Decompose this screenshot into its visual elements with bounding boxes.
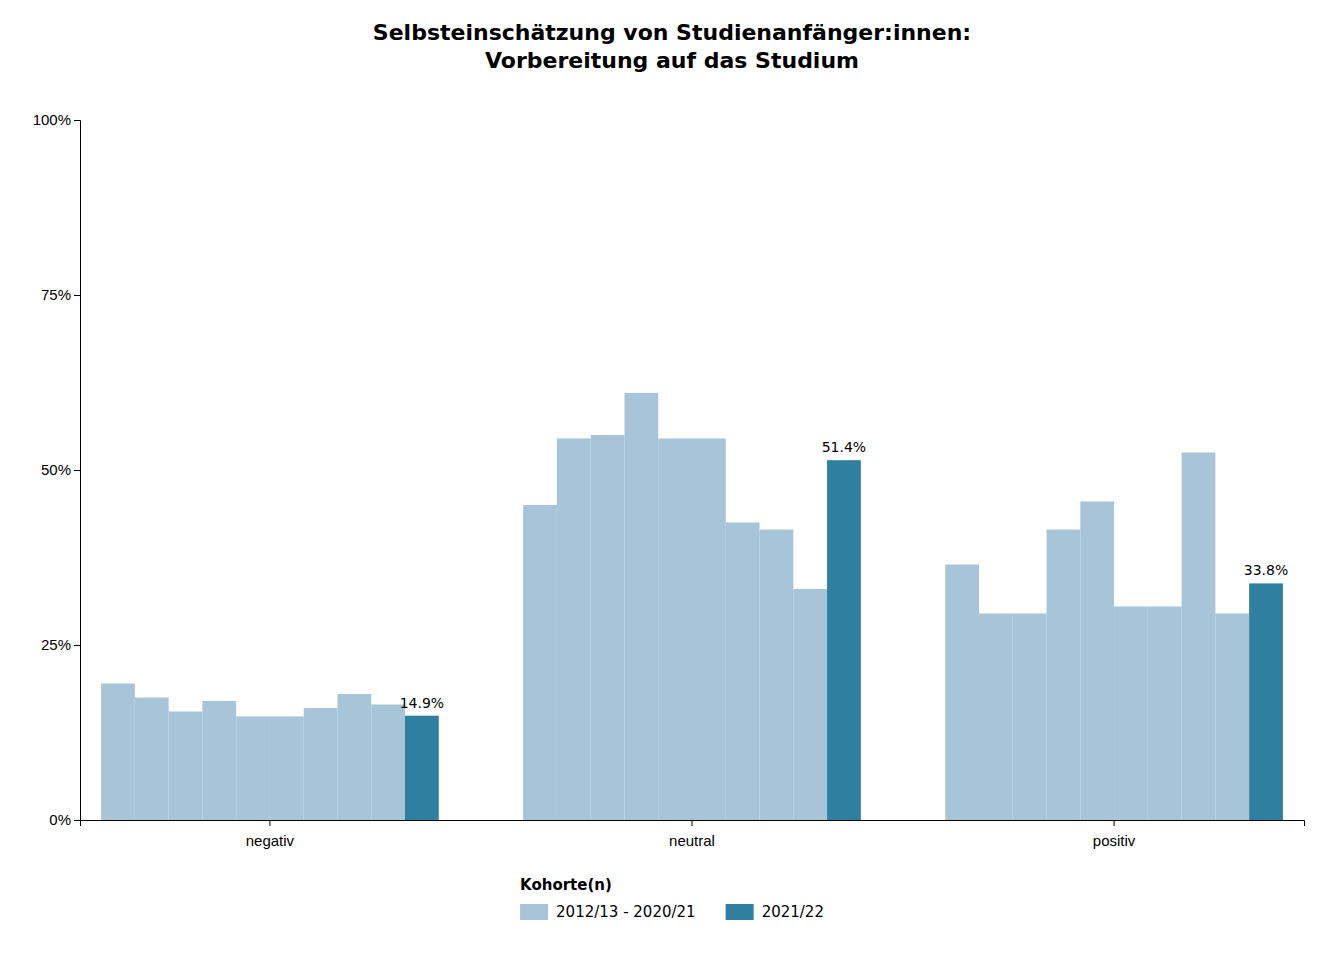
bar xyxy=(793,589,827,820)
bar xyxy=(1114,607,1148,821)
tick: 75% xyxy=(41,286,80,303)
tick-label: 100% xyxy=(33,111,71,128)
bar xyxy=(726,523,760,821)
chart: Selbsteinschätzung von Studienanfänger:i… xyxy=(0,0,1344,960)
bar xyxy=(760,530,794,821)
bar-series xyxy=(405,460,1283,820)
bar xyxy=(1080,502,1114,821)
legend-title: Kohorte(n) xyxy=(520,876,612,894)
bar-series xyxy=(169,435,1047,820)
plot: 14.9% 51.4% 33.8% negativ neutral positiv 0% 25… xyxy=(33,111,1305,848)
legend-item: 2012/13 - 2020/21 xyxy=(520,903,696,921)
bar-series xyxy=(135,439,1013,821)
data-labels: 14.9% 51.4% 33.8% xyxy=(400,439,1289,711)
bar xyxy=(1249,583,1283,820)
bar xyxy=(591,435,625,820)
tick-label: positiv xyxy=(1093,832,1136,849)
bar xyxy=(523,505,557,820)
bar xyxy=(405,716,439,820)
tick-label: 25% xyxy=(41,636,71,653)
bar-series xyxy=(236,439,1114,821)
tick: 100% xyxy=(33,111,80,128)
x-axis: negativ neutral positiv xyxy=(81,820,1305,849)
bar-series xyxy=(304,523,1182,821)
bar xyxy=(1215,614,1249,821)
bar xyxy=(135,698,169,821)
legend-swatch xyxy=(520,904,548,920)
bar xyxy=(1013,614,1047,821)
bar xyxy=(371,705,405,821)
bar xyxy=(658,439,692,821)
data-label: 33.8% xyxy=(1244,562,1288,578)
legend-label: 2012/13 - 2020/21 xyxy=(556,903,696,921)
axis-line xyxy=(74,121,81,821)
tick-label: 50% xyxy=(41,461,71,478)
tick-mark xyxy=(74,645,80,646)
title: Selbsteinschätzung von Studienanfänger:i… xyxy=(373,20,971,73)
bar xyxy=(304,708,338,820)
data-label: 14.9% xyxy=(400,695,444,711)
tick-mark xyxy=(74,470,80,471)
bar xyxy=(169,712,203,821)
tick: 25% xyxy=(41,636,80,653)
bar xyxy=(557,439,591,821)
bar xyxy=(1148,607,1182,821)
bar xyxy=(692,439,726,821)
tick-label: 0% xyxy=(49,811,71,828)
legend-swatch xyxy=(726,904,754,920)
bar xyxy=(337,694,371,820)
bar xyxy=(945,565,979,821)
tick-mark xyxy=(692,820,693,826)
tick-mark xyxy=(74,120,80,121)
legend-items: 2012/13 - 2020/21 2021/22 xyxy=(520,903,824,921)
tick: 0% xyxy=(49,811,80,828)
bar xyxy=(101,684,135,821)
tick-label: 75% xyxy=(41,286,71,303)
bars xyxy=(101,393,1283,820)
bar xyxy=(236,716,270,820)
bar-series xyxy=(371,589,1249,820)
bar xyxy=(1182,453,1216,821)
tick-label: neutral xyxy=(669,832,715,849)
tick-mark xyxy=(269,820,270,826)
tick-mark xyxy=(1114,820,1115,826)
bar xyxy=(1047,530,1081,821)
bar xyxy=(270,716,304,820)
tick-mark xyxy=(74,820,80,821)
legend-label: 2021/22 xyxy=(762,903,824,921)
bar xyxy=(202,701,236,820)
y-axis: 0% 25% 50% 75% 100% xyxy=(33,111,81,828)
tick: neutral xyxy=(669,820,715,849)
data-label: 51.4% xyxy=(822,439,866,455)
bar-series xyxy=(337,453,1215,821)
bar xyxy=(624,393,658,820)
tick-mark xyxy=(74,295,80,296)
tick: negativ xyxy=(246,820,295,849)
tick: positiv xyxy=(1093,820,1136,849)
tick-label: negativ xyxy=(246,832,295,849)
bar xyxy=(827,460,861,820)
bar-series xyxy=(202,393,1080,820)
tick: 50% xyxy=(41,461,80,478)
axis-line xyxy=(81,821,1305,827)
legend: Kohorte(n) 2012/13 - 2020/21 2021/22 xyxy=(520,876,824,921)
bar xyxy=(979,614,1013,821)
bar-series xyxy=(270,439,1148,821)
legend-item: 2021/22 xyxy=(726,903,824,921)
